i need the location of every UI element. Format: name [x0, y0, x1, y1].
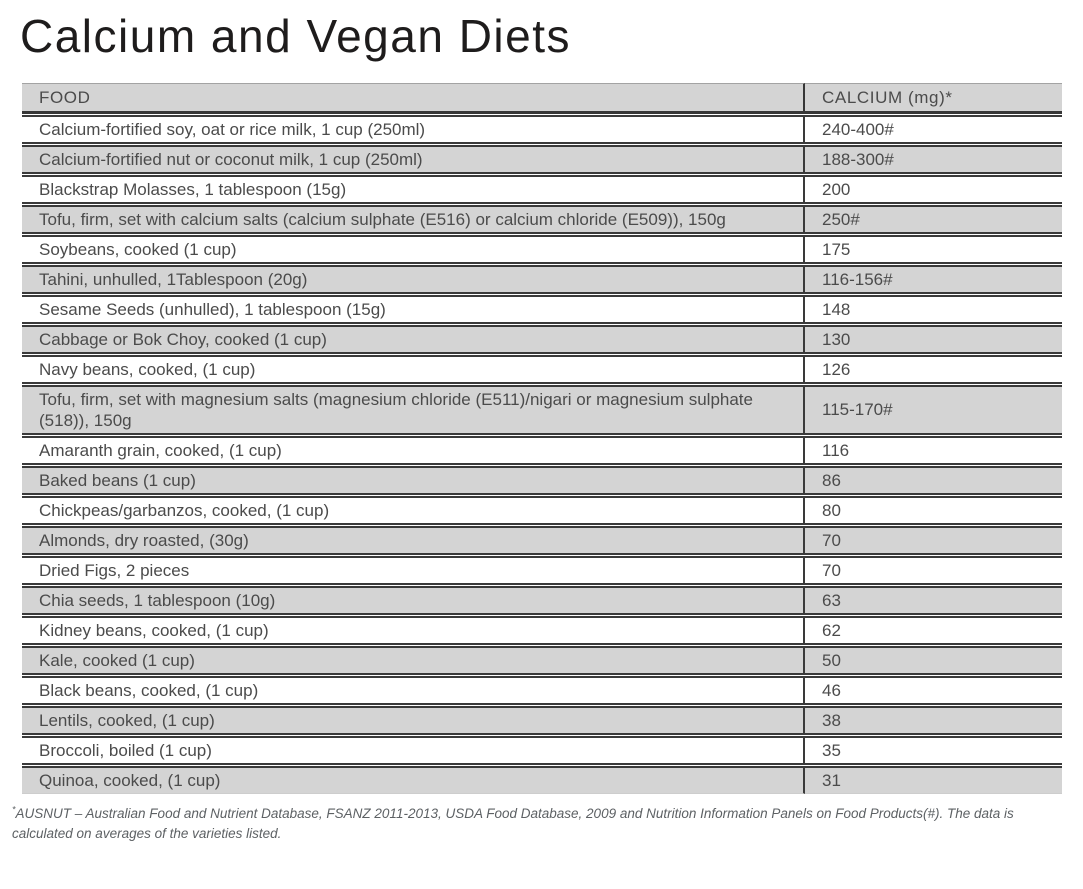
footnote-text: AUSNUT – Australian Food and Nutrient Da… — [12, 805, 1014, 842]
calcium-cell: 116-156# — [805, 264, 1062, 294]
table-row: Amaranth grain, cooked, (1 cup) 116 — [22, 435, 1062, 465]
calcium-cell: 148 — [805, 294, 1062, 324]
food-cell: Quinoa, cooked, (1 cup) — [22, 765, 805, 794]
table-row: Cabbage or Bok Choy, cooked (1 cup) 130 — [22, 324, 1062, 354]
food-cell: Chickpeas/garbanzos, cooked, (1 cup) — [22, 495, 805, 525]
food-cell: Calcium-fortified nut or coconut milk, 1… — [22, 144, 805, 174]
food-cell: Blackstrap Molasses, 1 tablespoon (15g) — [22, 174, 805, 204]
food-cell: Tofu, firm, set with magnesium salts (ma… — [22, 384, 805, 435]
calcium-cell: 63 — [805, 585, 1062, 615]
calcium-cell: 250# — [805, 204, 1062, 234]
food-cell: Baked beans (1 cup) — [22, 465, 805, 495]
food-table-body: Calcium-fortified soy, oat or rice milk,… — [22, 114, 1062, 794]
calcium-food-table: FOOD CALCIUM (mg)* Calcium-fortified soy… — [22, 82, 1062, 795]
food-cell: Lentils, cooked, (1 cup) — [22, 705, 805, 735]
food-cell: Chia seeds, 1 tablespoon (10g) — [22, 585, 805, 615]
calcium-cell: 175 — [805, 234, 1062, 264]
food-cell: Black beans, cooked, (1 cup) — [22, 675, 805, 705]
food-cell: Tahini, unhulled, 1Tablespoon (20g) — [22, 264, 805, 294]
food-cell: Dried Figs, 2 pieces — [22, 555, 805, 585]
table-row: Navy beans, cooked, (1 cup) 126 — [22, 354, 1062, 384]
food-cell: Kale, cooked (1 cup) — [22, 645, 805, 675]
calcium-cell: 115-170# — [805, 384, 1062, 435]
calcium-cell: 126 — [805, 354, 1062, 384]
calcium-cell: 240-400# — [805, 114, 1062, 144]
calcium-cell: 62 — [805, 615, 1062, 645]
table-row: Chickpeas/garbanzos, cooked, (1 cup) 80 — [22, 495, 1062, 525]
calcium-cell: 188-300# — [805, 144, 1062, 174]
table-row: Black beans, cooked, (1 cup) 46 — [22, 675, 1062, 705]
source-footnote: *AUSNUT – Australian Food and Nutrient D… — [12, 804, 1063, 845]
table-row: Quinoa, cooked, (1 cup) 31 — [22, 765, 1062, 794]
table-header: FOOD CALCIUM (mg)* — [22, 82, 1062, 114]
calcium-cell: 130 — [805, 324, 1062, 354]
footnote-marker: * — [12, 804, 16, 815]
calcium-column-header: CALCIUM (mg)* — [805, 82, 1062, 114]
calcium-cell: 116 — [805, 435, 1062, 465]
table-row: Broccoli, boiled (1 cup) 35 — [22, 735, 1062, 765]
table-row: Dried Figs, 2 pieces 70 — [22, 555, 1062, 585]
food-cell: Amaranth grain, cooked, (1 cup) — [22, 435, 805, 465]
table-row: Blackstrap Molasses, 1 tablespoon (15g) 2… — [22, 174, 1062, 204]
food-cell: Cabbage or Bok Choy, cooked (1 cup) — [22, 324, 805, 354]
calcium-cell: 31 — [805, 765, 1062, 794]
calcium-cell: 200 — [805, 174, 1062, 204]
table-row: Almonds, dry roasted, (30g) 70 — [22, 525, 1062, 555]
calcium-cell: 35 — [805, 735, 1062, 765]
food-cell: Tofu, firm, set with calcium salts (calc… — [22, 204, 805, 234]
table-row: Tofu, firm, set with calcium salts (calc… — [22, 204, 1062, 234]
food-cell: Broccoli, boiled (1 cup) — [22, 735, 805, 765]
food-cell: Calcium-fortified soy, oat or rice milk,… — [22, 114, 805, 144]
food-column-header: FOOD — [22, 82, 805, 114]
header-row: FOOD CALCIUM (mg)* — [22, 82, 1062, 114]
table-row: Calcium-fortified soy, oat or rice milk,… — [22, 114, 1062, 144]
food-cell: Soybeans, cooked (1 cup) — [22, 234, 805, 264]
food-cell: Sesame Seeds (unhulled), 1 tablespoon (1… — [22, 294, 805, 324]
page-title: Calcium and Vegan Diets — [20, 10, 572, 62]
calcium-cell: 70 — [805, 525, 1062, 555]
table-row: Sesame Seeds (unhulled), 1 tablespoon (1… — [22, 294, 1062, 324]
table-row: Kidney beans, cooked, (1 cup) 62 — [22, 615, 1062, 645]
table-row: Tofu, firm, set with magnesium salts (ma… — [22, 384, 1062, 435]
table-row: Calcium-fortified nut or coconut milk, 1… — [22, 144, 1062, 174]
calcium-cell: 46 — [805, 675, 1062, 705]
table-row: Tahini, unhulled, 1Tablespoon (20g) 116-1… — [22, 264, 1062, 294]
calcium-cell: 70 — [805, 555, 1062, 585]
food-cell: Almonds, dry roasted, (30g) — [22, 525, 805, 555]
calcium-cell: 50 — [805, 645, 1062, 675]
food-cell: Kidney beans, cooked, (1 cup) — [22, 615, 805, 645]
table-row: Soybeans, cooked (1 cup) 175 — [22, 234, 1062, 264]
calcium-cell: 38 — [805, 705, 1062, 735]
table-row: Baked beans (1 cup) 86 — [22, 465, 1062, 495]
table-row: Kale, cooked (1 cup) 50 — [22, 645, 1062, 675]
table-row: Chia seeds, 1 tablespoon (10g) 63 — [22, 585, 1062, 615]
table-row: Lentils, cooked, (1 cup) 38 — [22, 705, 1062, 735]
calcium-cell: 86 — [805, 465, 1062, 495]
calcium-cell: 80 — [805, 495, 1062, 525]
food-cell: Navy beans, cooked, (1 cup) — [22, 354, 805, 384]
